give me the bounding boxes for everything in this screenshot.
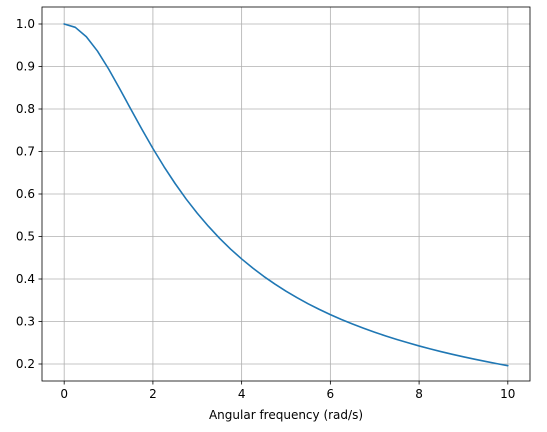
- x-axis-label: Angular frequency (rad/s): [209, 408, 363, 422]
- x-tick-label: 6: [327, 387, 335, 401]
- x-tick-label: 0: [60, 387, 68, 401]
- y-tick-label: 0.3: [16, 315, 35, 329]
- y-tick-label: 0.9: [16, 60, 35, 74]
- x-tick-label: 10: [500, 387, 515, 401]
- x-axis: 0 2 4 6 8 10: [60, 381, 515, 401]
- x-tick-label: 4: [238, 387, 246, 401]
- x-tick-label: 8: [415, 387, 423, 401]
- y-tick-label: 0.4: [16, 272, 35, 286]
- series-layer: [63, 23, 509, 367]
- y-tick-label: 0.5: [16, 230, 35, 244]
- y-tick-label: 1.0: [16, 17, 35, 31]
- y-axis: 0.2 0.3 0.4 0.5 0.6 0.7 0.8 0.9 1.0: [16, 17, 42, 371]
- series-line: [63, 23, 509, 367]
- y-tick-label: 0.7: [16, 145, 35, 159]
- y-tick-label: 0.2: [16, 357, 35, 371]
- x-tick-label: 2: [149, 387, 157, 401]
- y-tick-label: 0.8: [16, 102, 35, 116]
- y-tick-label: 0.6: [16, 187, 35, 201]
- grid: [42, 7, 530, 381]
